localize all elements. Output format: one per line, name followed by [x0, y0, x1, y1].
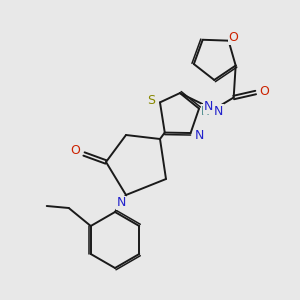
Text: O: O — [70, 145, 80, 158]
Text: H: H — [201, 105, 210, 118]
Text: N: N — [214, 105, 224, 118]
Text: O: O — [229, 31, 238, 44]
Text: N: N — [116, 196, 126, 209]
Text: N: N — [195, 128, 204, 142]
Text: S: S — [147, 94, 155, 107]
Text: N: N — [203, 100, 213, 113]
Text: O: O — [260, 85, 270, 98]
